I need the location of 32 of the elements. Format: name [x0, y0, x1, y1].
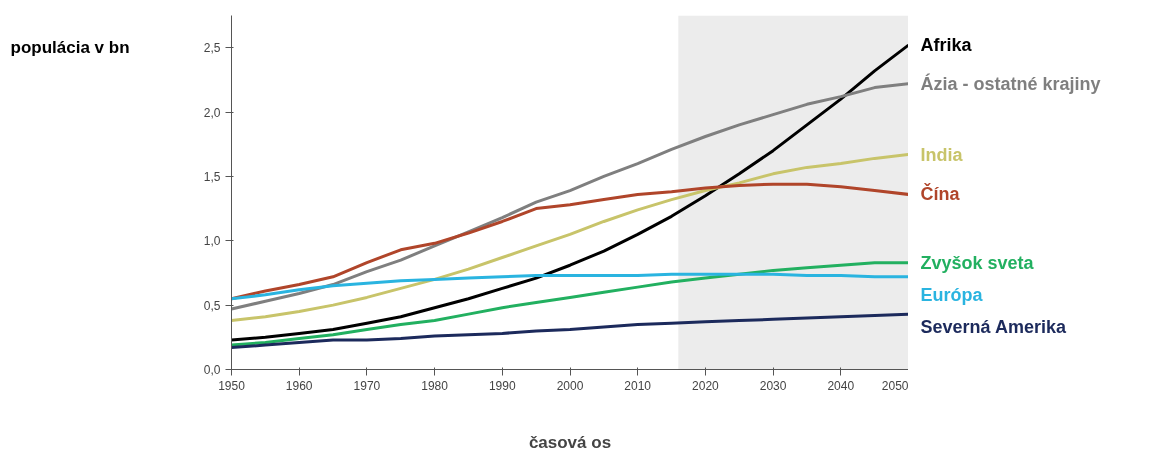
series-label: Ázia - ostatné krajiny	[920, 72, 1101, 94]
x-tick-label: 1960	[285, 378, 313, 393]
y-axis-title: populácia v bn	[10, 38, 130, 57]
series-label: Európa	[920, 284, 984, 305]
x-tick-label: 1970	[353, 378, 381, 393]
x-tick-label: 2050	[881, 378, 909, 393]
y-tick-label: 1,0	[203, 234, 221, 249]
x-tick-label: 1980	[421, 378, 449, 393]
y-tick-label: 0,5	[203, 298, 221, 313]
y-tick-label: 0,0	[203, 363, 221, 377]
line-series	[231, 272, 908, 301]
series-label: Zvyšok sveta	[920, 252, 1035, 273]
x-tick-label: 2010	[624, 378, 652, 393]
line-series	[231, 153, 908, 323]
line-series	[231, 312, 908, 350]
x-tick-label: 2040	[827, 378, 855, 393]
x-tick-label: 1990	[488, 378, 516, 393]
y-tick-label: 1,5	[203, 169, 221, 184]
x-tick-label: 2020	[692, 378, 720, 393]
series-label: Severná Amerika	[920, 317, 1067, 338]
line-series	[231, 43, 908, 342]
series-label: India	[920, 144, 964, 165]
x-tick-label: 1950	[218, 378, 246, 393]
series-label: Afrika	[920, 35, 973, 56]
y-tick-label: 2,5	[203, 41, 221, 56]
series-label: Čína	[920, 183, 961, 205]
line-series	[231, 82, 908, 311]
x-axis-title: časová os	[528, 432, 612, 452]
x-tick-label: 2000	[556, 378, 584, 393]
y-tick-label: 2,0	[203, 105, 221, 120]
x-tick-label: 2030	[759, 378, 787, 393]
line-series	[231, 261, 908, 347]
